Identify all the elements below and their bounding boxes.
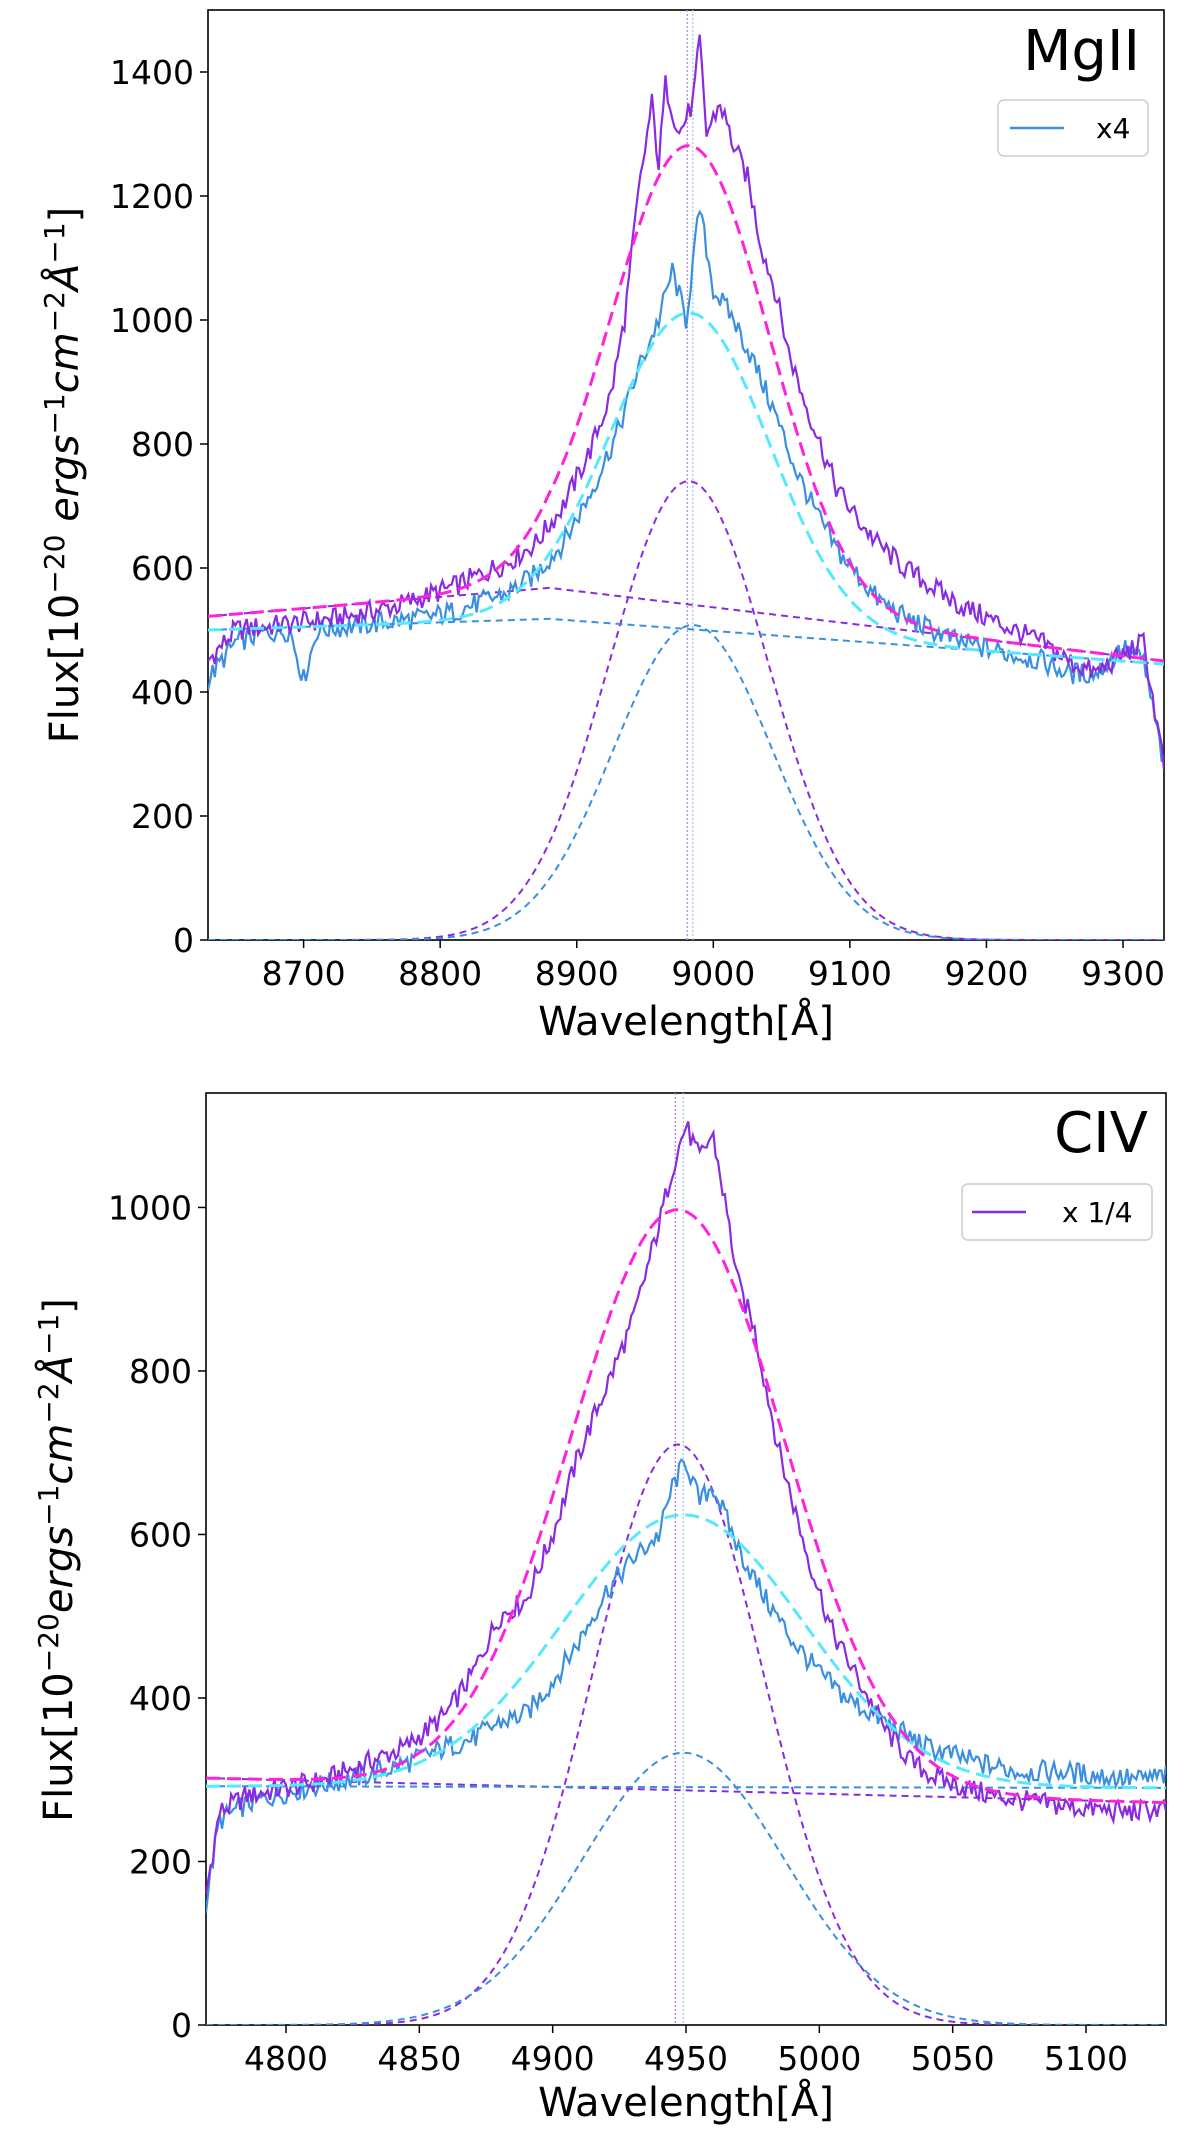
tick-group-mgii: 8700 8800 8900 9000 9100 9200 9300 0 200 400 600 80…: [110, 53, 1165, 993]
gaussian-component-a: [206, 1443, 1166, 2025]
x-tick-label: 9000: [671, 954, 755, 993]
x-tick-label: 5100: [1044, 2039, 1128, 2078]
gaussian-component-b: [206, 1751, 1166, 2025]
panel-civ: 4800 4850 4900 4950 5000 5050 5100 0 200 400 600 80…: [32, 1092, 1167, 2126]
total-fit-a: [206, 1208, 1166, 1805]
y-axis-title-civ: Flux[10−20ergs−1cm−2Å−1]: [32, 1298, 82, 1822]
total-fit-b: [208, 311, 1164, 666]
x-tick-label: 8800: [398, 954, 482, 993]
spectrum-b: [208, 209, 1164, 763]
x-tick-label: 9200: [944, 954, 1028, 993]
x-axis-title-mgii: Wavelength[Å]: [538, 997, 834, 1045]
legend-label: x4: [1096, 112, 1130, 145]
legend-label: x 1/4: [1062, 1196, 1133, 1229]
total-fit-a: [208, 144, 1164, 663]
spectrum-b: [206, 1457, 1166, 1913]
x-axis-title-civ: Wavelength[Å]: [538, 2078, 834, 2126]
y-tick-label: 400: [129, 1679, 192, 1718]
y-tick-label: 200: [129, 1842, 192, 1881]
y-tick-label: 1000: [108, 1188, 192, 1227]
spectrum-a: [208, 34, 1164, 770]
y-tick-label: 1200: [110, 177, 194, 216]
y-tick-label: 600: [131, 549, 194, 588]
continuum-a: [208, 586, 1164, 662]
panel-title-civ: CIV: [1054, 1101, 1148, 1166]
legend-mgii: x4: [997, 99, 1149, 157]
y-tick-label: 1000: [110, 301, 194, 340]
legend-civ: x 1/4: [961, 1183, 1153, 1241]
tick-group-civ: 4800 4850 4900 4950 5000 5050 5100 0 200 400 600 80…: [108, 1188, 1128, 2078]
panel-mgii: 8700 8800 8900 9000 9100 9200 9300 0 200 400 600 80…: [38, 9, 1165, 1045]
y-axis-title-mgii: Flux[10−20 ergs−1cm−2Å−1]: [38, 207, 88, 744]
plot-marks-mgii: [208, 10, 1164, 940]
x-tick-label: 4850: [377, 2039, 461, 2078]
x-tick-label: 4950: [644, 2039, 728, 2078]
legend-box: [997, 99, 1149, 157]
y-tick-label: 400: [131, 673, 194, 712]
y-tick-label: 0: [171, 2006, 192, 2045]
y-tick-label: 0: [173, 921, 194, 960]
plot-frame-mgii: [207, 9, 1165, 941]
y-tick-label: 600: [129, 1515, 192, 1554]
y-tick-label: 800: [131, 425, 194, 464]
plot-marks-civ: [206, 1093, 1166, 2025]
gaussian-component-a: [208, 480, 1164, 940]
panel-title-mgii: MgII: [1023, 19, 1140, 84]
x-tick-label: 5050: [911, 2039, 995, 2078]
spectrum-a: [206, 1121, 1166, 1895]
y-tick-label: 200: [131, 797, 194, 836]
x-tick-label: 5000: [777, 2039, 861, 2078]
y-tick-label: 800: [129, 1352, 192, 1391]
y-tick-label: 1400: [110, 53, 194, 92]
continuum-b: [206, 1785, 1166, 1789]
gaussian-component-b: [208, 624, 1164, 940]
x-tick-label: 9100: [808, 954, 892, 993]
x-tick-label: 8900: [535, 954, 619, 993]
x-tick-label: 8700: [262, 954, 346, 993]
x-tick-label: 4900: [511, 2039, 595, 2078]
total-fit-b: [206, 1513, 1166, 1790]
x-tick-label: 9300: [1081, 954, 1165, 993]
legend-box: [961, 1183, 1153, 1241]
x-tick-label: 4800: [244, 2039, 328, 2078]
